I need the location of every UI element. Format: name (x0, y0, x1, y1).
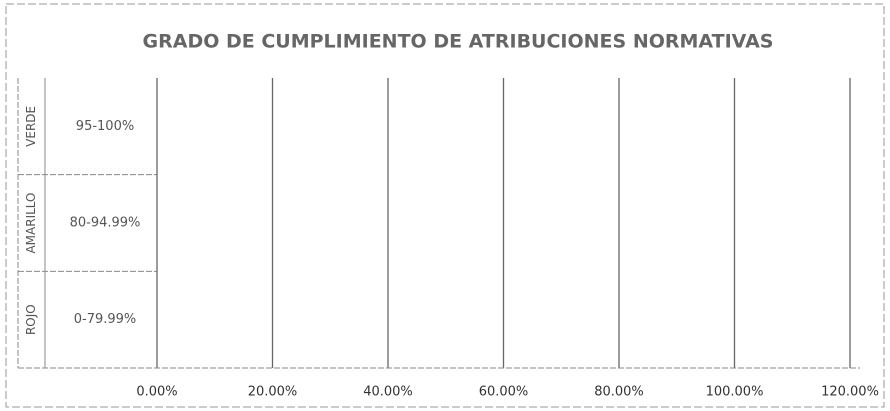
group-label: ROJO (24, 304, 38, 335)
category-label: 95-100% (76, 119, 134, 134)
x-tick-label: 40.00% (363, 385, 413, 400)
x-tick-label: 60.00% (479, 385, 529, 400)
chart-border (5, 3, 885, 408)
x-tick-label: 120.00% (821, 385, 879, 400)
chart-title: GRADO DE CUMPLIMIENTO DE ATRIBUCIONES NO… (143, 31, 774, 53)
group-label: AMARILLO (24, 192, 38, 253)
x-tick-label: 0.00% (136, 385, 177, 400)
x-tick-label: 80.00% (594, 385, 644, 400)
x-tick-label: 20.00% (248, 385, 298, 400)
category-label: 0-79.99% (74, 312, 137, 327)
x-tick-label: 100.00% (706, 385, 764, 400)
group-label: VERDE (24, 106, 38, 147)
category-label: 80-94.99% (70, 216, 141, 231)
